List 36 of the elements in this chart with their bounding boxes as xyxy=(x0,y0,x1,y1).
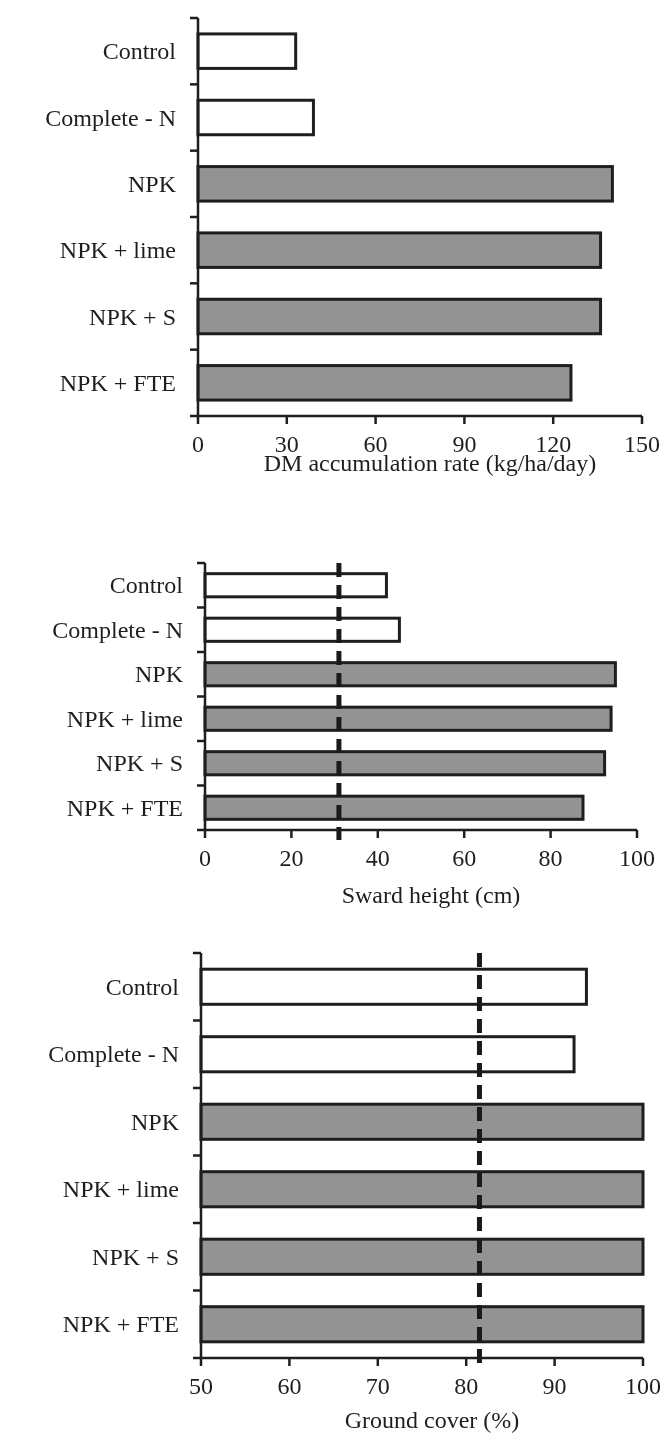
x-tick-label: 60 xyxy=(452,845,477,871)
y-tick-label: Complete - N xyxy=(45,104,176,131)
x-tick-label: 30 xyxy=(274,431,299,457)
y-tick-label: NPK xyxy=(130,1108,180,1135)
y-tick-label: NPK + FTE xyxy=(66,794,183,821)
y-tick-label: NPK xyxy=(134,661,184,688)
x-axis-title: Sward height (cm) xyxy=(341,882,521,908)
x-tick-label: 40 xyxy=(365,845,390,871)
y-tick-label: NPK + S xyxy=(92,1243,179,1270)
x-tick-label: 90 xyxy=(452,431,477,457)
y-tick-label: NPK + S xyxy=(96,750,183,777)
y-tick-label: NPK + S xyxy=(89,303,176,330)
x-axis-title: Ground cover (%) xyxy=(344,1407,520,1433)
y-tick-label: NPK xyxy=(127,170,177,197)
y-tick-label: NPK + FTE xyxy=(62,1311,179,1338)
y-tick-label: Control xyxy=(102,38,177,65)
y-tick-label: NPK + lime xyxy=(66,705,183,732)
y-tick-label: Control xyxy=(109,572,184,599)
x-tick-label: 0 xyxy=(199,845,211,871)
y-tick-label: Complete - N xyxy=(52,616,183,643)
x-tick-label: 100 xyxy=(625,1373,661,1399)
x-tick-label: 20 xyxy=(279,845,304,871)
x-tick-label: 80 xyxy=(538,845,563,871)
x-tick-label: 0 xyxy=(192,431,204,457)
y-tick-label: NPK + lime xyxy=(59,237,176,264)
x-tick-label: 100 xyxy=(619,845,655,871)
y-tick-label: NPK + FTE xyxy=(59,369,176,396)
x-tick-label: 150 xyxy=(624,431,660,457)
y-tick-label: Complete - N xyxy=(48,1041,179,1068)
x-tick-label: 70 xyxy=(365,1373,390,1399)
x-tick-label: 80 xyxy=(454,1373,479,1399)
x-tick-label: 90 xyxy=(542,1373,567,1399)
y-tick-label: NPK + lime xyxy=(62,1176,179,1203)
x-tick-label: 50 xyxy=(189,1373,213,1399)
x-tick-label: 60 xyxy=(277,1373,302,1399)
y-tick-label: Control xyxy=(105,973,180,1000)
